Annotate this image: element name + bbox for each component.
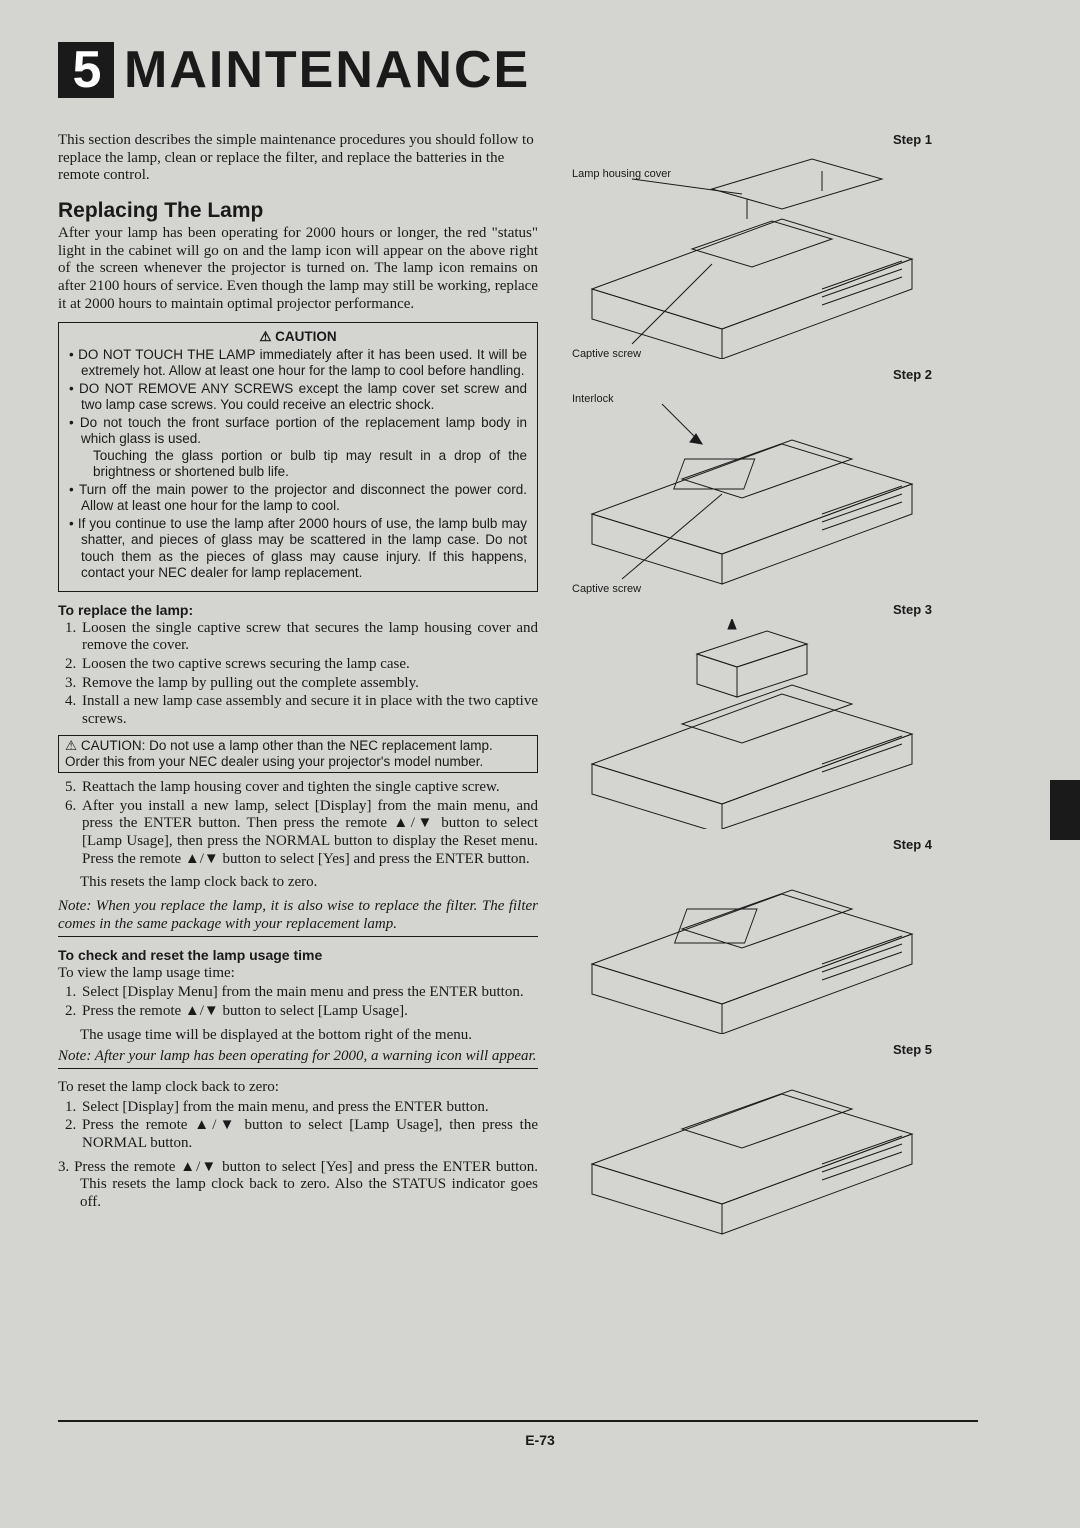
step-label-2: Step 2 [562, 367, 932, 382]
callout-lamp-cover: Lamp housing cover [572, 168, 671, 180]
intro-text: This section describes the simple mainte… [58, 132, 538, 185]
caution-title-text: CAUTION [275, 329, 337, 344]
step6-extra: This resets the lamp clock back to zero. [58, 874, 538, 892]
view-steps: Select [Display Menu] from the main menu… [58, 984, 538, 1020]
caution-title: ⚠ CAUTION [69, 329, 527, 345]
callout-interlock: Interlock [572, 393, 614, 405]
step-item: Select [Display Menu] from the main menu… [80, 984, 538, 1002]
diagram-step-5 [562, 1059, 932, 1239]
view-intro: To view the lamp usage time: [58, 965, 538, 983]
section-title: Replacing The Lamp [58, 199, 538, 223]
diagrams-column: Step 1 [562, 132, 932, 1247]
caution-item: Do not touch the front surface portion o… [69, 415, 527, 481]
callout-captive-screw: Captive screw [572, 348, 641, 359]
replace-note: Note: When you replace the lamp, it is a… [58, 898, 538, 936]
step-label-5: Step 5 [562, 1042, 932, 1057]
step-label-3: Step 3 [562, 602, 932, 617]
check-note: Note: After your lamp has been operating… [58, 1048, 538, 1069]
step-item: Loosen the two captive screws securing t… [80, 656, 538, 674]
chapter-title: MAINTENANCE [124, 40, 530, 100]
check-subhead: To check and reset the lamp usage time [58, 947, 538, 963]
caution-box: ⚠ CAUTION DO NOT TOUCH THE LAMP immediat… [58, 322, 538, 592]
replace-subhead: To replace the lamp: [58, 602, 538, 618]
caution-item: If you continue to use the lamp after 20… [69, 516, 527, 582]
step-item: Loosen the single captive screw that sec… [80, 620, 538, 655]
page-number: E-73 [0, 1432, 1080, 1448]
caution-item: Turn off the main power to the projector… [69, 482, 527, 515]
section-body: After your lamp has been operating for 2… [58, 225, 538, 313]
small-caution-box: ⚠ CAUTION: Do not use a lamp other than … [58, 735, 538, 773]
diagram-step-3 [562, 619, 932, 829]
side-tab [1050, 780, 1080, 840]
caution-item: DO NOT REMOVE ANY SCREWS except the lamp… [69, 381, 527, 414]
caution-sub-extra: Touching the glass portion or bulb tip m… [81, 448, 527, 481]
view-extra: The usage time will be displayed at the … [58, 1027, 538, 1045]
step-item: Press the remote ▲/▼ button to select [L… [80, 1003, 538, 1021]
chapter-header: 5 MAINTENANCE [58, 40, 978, 100]
chapter-number: 5 [58, 42, 114, 98]
caution-item-text: Do not touch the front surface portion o… [80, 415, 527, 446]
replace-steps-56: Reattach the lamp housing cover and tigh… [58, 779, 538, 868]
footer-rule [58, 1420, 978, 1422]
step-label-4: Step 4 [562, 837, 932, 852]
reset-steps: Select [Display] from the main menu, and… [58, 1099, 538, 1153]
step-item: Install a new lamp case assembly and sec… [80, 693, 538, 728]
diagram-step-1: Lamp housing cover Captive screw [562, 149, 932, 359]
reset-step-3: 3. Press the remote ▲/▼ button to select… [58, 1159, 538, 1212]
step-item: Press the remote ▲/▼ button to select [L… [80, 1117, 538, 1152]
diagram-step-2: Interlock Captive screw [562, 384, 932, 594]
diagram-step-4 [562, 854, 932, 1034]
step-item: Remove the lamp by pulling out the compl… [80, 675, 538, 693]
step-item: After you install a new lamp, select [Di… [80, 798, 538, 869]
step-item: Reattach the lamp housing cover and tigh… [80, 779, 538, 797]
replace-steps: Loosen the single captive screw that sec… [58, 620, 538, 729]
caution-item: DO NOT TOUCH THE LAMP immediately after … [69, 347, 527, 380]
callout-captive-screw-2: Captive screw [572, 583, 641, 594]
reset-intro: To reset the lamp clock back to zero: [58, 1079, 538, 1097]
step-item: Select [Display] from the main menu, and… [80, 1099, 538, 1117]
step-label-1: Step 1 [562, 132, 932, 147]
